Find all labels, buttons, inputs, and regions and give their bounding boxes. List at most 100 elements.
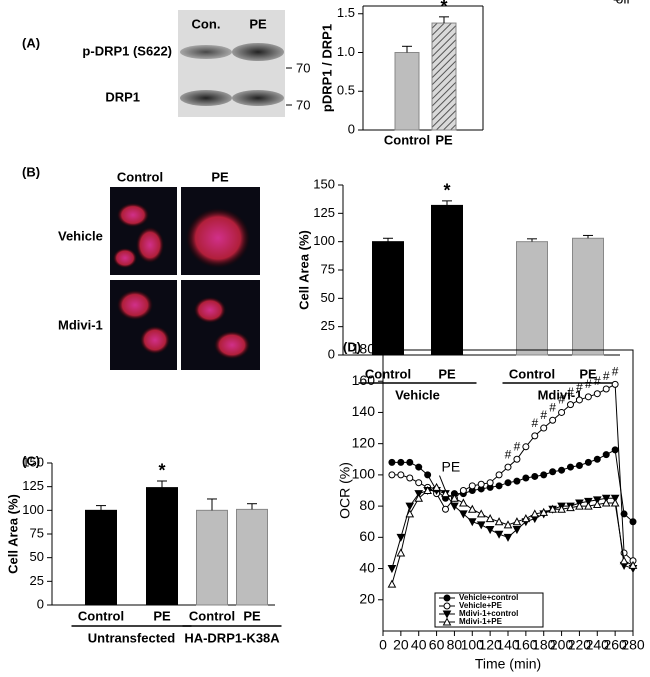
x-tick-label: 280 bbox=[621, 637, 645, 653]
blot-row: DRP1 bbox=[105, 89, 140, 104]
bar bbox=[572, 237, 604, 356]
significance-mark: # bbox=[585, 377, 592, 391]
legend-marker bbox=[443, 594, 451, 602]
bar bbox=[236, 508, 268, 606]
legend-label: Vehicle+PE bbox=[459, 601, 503, 610]
bar bbox=[85, 509, 117, 606]
data-point bbox=[459, 498, 468, 507]
data-point bbox=[503, 520, 513, 529]
data-point bbox=[549, 468, 557, 476]
size-marker: 70 bbox=[296, 60, 310, 75]
data-point bbox=[468, 482, 476, 490]
x-tick-label: PE bbox=[435, 132, 453, 147]
data-point bbox=[495, 471, 503, 479]
x-tick-label: Control bbox=[384, 132, 430, 147]
data-point bbox=[512, 517, 522, 526]
data-point bbox=[467, 518, 477, 527]
bar bbox=[516, 241, 548, 356]
data-point bbox=[406, 474, 414, 482]
image-column: Control bbox=[117, 169, 163, 184]
significance-mark: # bbox=[531, 416, 538, 430]
y-tick-label: 50 bbox=[321, 290, 335, 305]
y-tick-label: 100 bbox=[22, 502, 44, 517]
significance-mark: * bbox=[443, 181, 450, 201]
y-tick-label: 25 bbox=[30, 573, 44, 588]
annotation-arrow bbox=[439, 475, 446, 491]
group-label: Untransfected bbox=[88, 630, 175, 645]
blot-row: p-DRP1 (S622) bbox=[82, 43, 172, 58]
data-point bbox=[450, 502, 459, 511]
data-point bbox=[619, 556, 629, 565]
data-line bbox=[391, 449, 634, 523]
data-point bbox=[486, 479, 494, 487]
x-tick-label: 220 bbox=[568, 637, 592, 653]
data-point bbox=[459, 510, 468, 519]
y-tick-label: 1.5 bbox=[337, 5, 355, 20]
x-tick-label: PE bbox=[243, 608, 261, 623]
significance-mark: # bbox=[567, 385, 574, 399]
legend-box bbox=[434, 592, 544, 628]
significance-mark: # bbox=[558, 393, 565, 407]
data-point bbox=[602, 385, 610, 393]
legend-label: Mdivi-1+PE bbox=[459, 617, 503, 626]
x-tick-label: 240 bbox=[586, 637, 610, 653]
y-tick-label: 100 bbox=[313, 233, 335, 248]
y-tick-label: 150 bbox=[22, 454, 44, 469]
data-point bbox=[485, 514, 495, 523]
data-point bbox=[611, 380, 619, 388]
y-tick-label: 75 bbox=[30, 525, 44, 540]
x-tick-label: 20 bbox=[393, 637, 409, 653]
data-point bbox=[566, 503, 575, 512]
significance-mark: # bbox=[540, 408, 547, 422]
data-point bbox=[415, 479, 423, 487]
y-tick-label: 160 bbox=[352, 372, 376, 388]
data-point bbox=[477, 480, 485, 488]
significance-mark: # bbox=[612, 365, 619, 379]
bar bbox=[372, 241, 404, 356]
data-point bbox=[593, 455, 601, 463]
data-point bbox=[531, 432, 539, 440]
data-point bbox=[504, 479, 512, 487]
x-tick-label: 140 bbox=[496, 637, 520, 653]
legend-label: Mdivi-1+control bbox=[459, 609, 518, 618]
y-tick-label: 60 bbox=[359, 528, 375, 544]
x-tick-label: 120 bbox=[478, 637, 502, 653]
data-line bbox=[391, 490, 634, 570]
y-tick-label: 180 bbox=[352, 341, 376, 357]
bar bbox=[146, 487, 178, 606]
data-point bbox=[503, 533, 513, 542]
group-label: Vehicle bbox=[395, 387, 440, 402]
data-point bbox=[387, 579, 397, 588]
data-point bbox=[610, 498, 620, 507]
data-point bbox=[628, 560, 638, 569]
bar bbox=[431, 22, 457, 131]
data-point bbox=[485, 526, 495, 535]
y-tick-label: 25 bbox=[321, 318, 335, 333]
data-point bbox=[540, 471, 548, 479]
panel-label: (C) bbox=[22, 453, 40, 468]
data-point bbox=[495, 482, 503, 490]
y-axis-label: Cell Area (%) bbox=[5, 494, 20, 574]
bar bbox=[196, 509, 228, 606]
data-point bbox=[593, 390, 601, 398]
data-point bbox=[467, 504, 477, 513]
data-point bbox=[442, 505, 449, 513]
data-point bbox=[405, 502, 415, 511]
bar bbox=[394, 52, 420, 131]
y-tick-label: 120 bbox=[352, 434, 376, 450]
data-point bbox=[558, 408, 566, 416]
data-point bbox=[602, 451, 610, 459]
x-tick-label: Control bbox=[189, 608, 235, 623]
y-axis-label: OCR (%) bbox=[337, 462, 353, 519]
significance-mark: * bbox=[158, 461, 165, 481]
data-point bbox=[540, 424, 548, 432]
micrographs bbox=[110, 187, 260, 370]
data-point bbox=[557, 504, 566, 513]
data-point bbox=[522, 443, 530, 451]
x-axis-label: Time (min) bbox=[475, 656, 541, 672]
western-blot bbox=[178, 10, 292, 117]
x-tick-label: 200 bbox=[550, 637, 574, 653]
data-point bbox=[539, 507, 549, 516]
data-point bbox=[494, 530, 504, 539]
